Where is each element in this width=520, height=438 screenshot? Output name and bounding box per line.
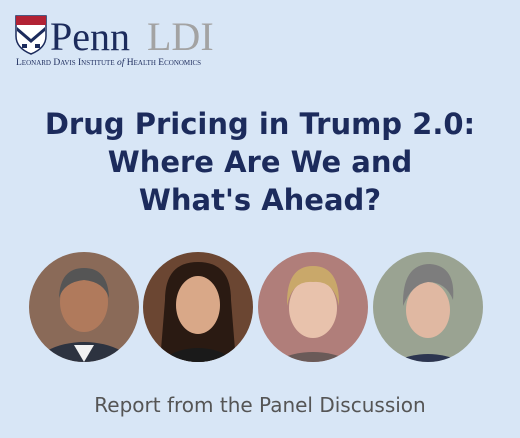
- logo-name: Penn: [50, 14, 130, 59]
- title-line: What's Ahead?: [139, 183, 381, 217]
- tagline-part: Leonard Davis Institute: [16, 58, 115, 68]
- logo-org: LDI: [147, 14, 214, 59]
- title-line: Where Are We and: [108, 145, 413, 179]
- portrait: [258, 252, 368, 362]
- footer: Report from the Panel Discussion: [94, 393, 425, 417]
- title-line: Drug Pricing in Trump 2.0:: [45, 107, 475, 141]
- portrait: [373, 252, 483, 362]
- penn-shield: [15, 15, 47, 55]
- tagline-part: of: [117, 57, 126, 68]
- logo-tagline: Leonard Davis Institute of Health Econom…: [16, 57, 201, 68]
- tagline-part: Health Economics: [127, 58, 201, 68]
